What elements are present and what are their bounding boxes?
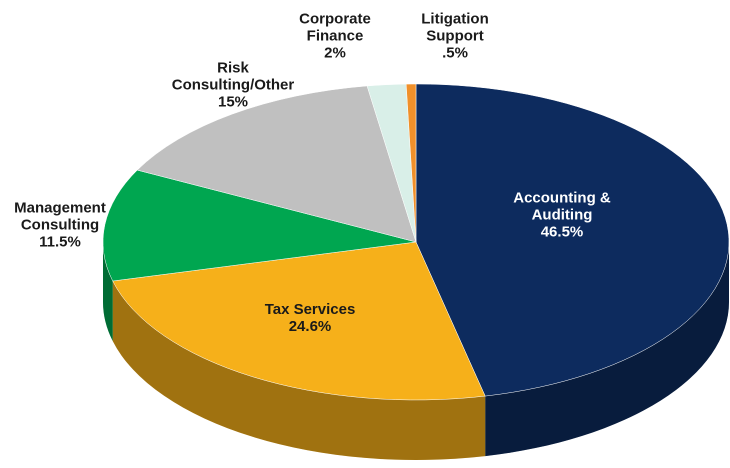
category-label: Corporate Finance bbox=[299, 10, 371, 45]
slice-side bbox=[103, 242, 113, 342]
value-label: 2% bbox=[324, 44, 346, 62]
value-label: 24.6% bbox=[288, 318, 332, 335]
slice-label: Corporate Finance 2% bbox=[293, 11, 378, 62]
value-label: 11.5% bbox=[39, 233, 81, 251]
value-label: 46.5% bbox=[540, 223, 584, 241]
category-label: Management Consulting bbox=[14, 199, 106, 234]
value-label: 15% bbox=[217, 93, 249, 111]
category-label: Risk Consulting/Other bbox=[171, 59, 295, 94]
slice-side bbox=[485, 242, 729, 457]
slice bbox=[102, 169, 417, 282]
value-label: .5% bbox=[442, 44, 468, 62]
slice-side-shade bbox=[485, 242, 729, 457]
category-label: Tax Services bbox=[264, 301, 356, 318]
slice bbox=[136, 85, 417, 243]
slice-side-shade bbox=[112, 281, 486, 460]
slice bbox=[112, 241, 486, 401]
category-label: Litigation Support bbox=[421, 10, 489, 45]
slice-label: Litigation Support .5% bbox=[413, 11, 498, 62]
slice-side bbox=[112, 281, 486, 460]
slice-label: Tax Services 24.6% bbox=[235, 301, 385, 335]
slice-side-shade bbox=[103, 242, 113, 342]
slice-label: Accounting & Auditing 46.5% bbox=[505, 190, 620, 241]
slice bbox=[415, 83, 730, 397]
slice-label: Management Consulting 11.5% bbox=[0, 200, 120, 251]
slice-label: Risk Consulting/Other 15% bbox=[163, 60, 303, 111]
category-label: Accounting & Auditing bbox=[513, 189, 611, 224]
slice bbox=[405, 83, 417, 243]
